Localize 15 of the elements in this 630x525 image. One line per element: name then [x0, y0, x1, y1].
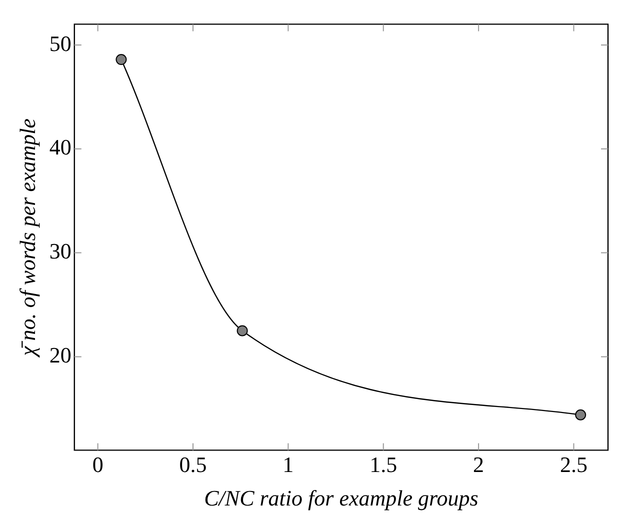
x-tick-label: 0 — [92, 452, 104, 478]
point — [575, 409, 586, 420]
y-tick-label: 40 — [49, 134, 72, 160]
point — [236, 325, 248, 336]
y-tick-label: 50 — [49, 30, 72, 56]
x-tick-label: 1.5 — [370, 452, 398, 478]
y-tick-label: 30 — [49, 238, 72, 264]
x-tick-label: 1 — [282, 452, 294, 478]
x-tick-label: 2 — [473, 452, 484, 478]
y-axis-title: χ̄ no. of words per example — [14, 118, 40, 358]
x-axis-title: C/NC ratio for example groups — [204, 486, 478, 511]
y-tick-label: 20 — [49, 342, 72, 368]
x-tick-label: 0.5 — [179, 452, 207, 478]
x-tick-label: 2.5 — [560, 452, 588, 478]
point — [116, 54, 127, 66]
